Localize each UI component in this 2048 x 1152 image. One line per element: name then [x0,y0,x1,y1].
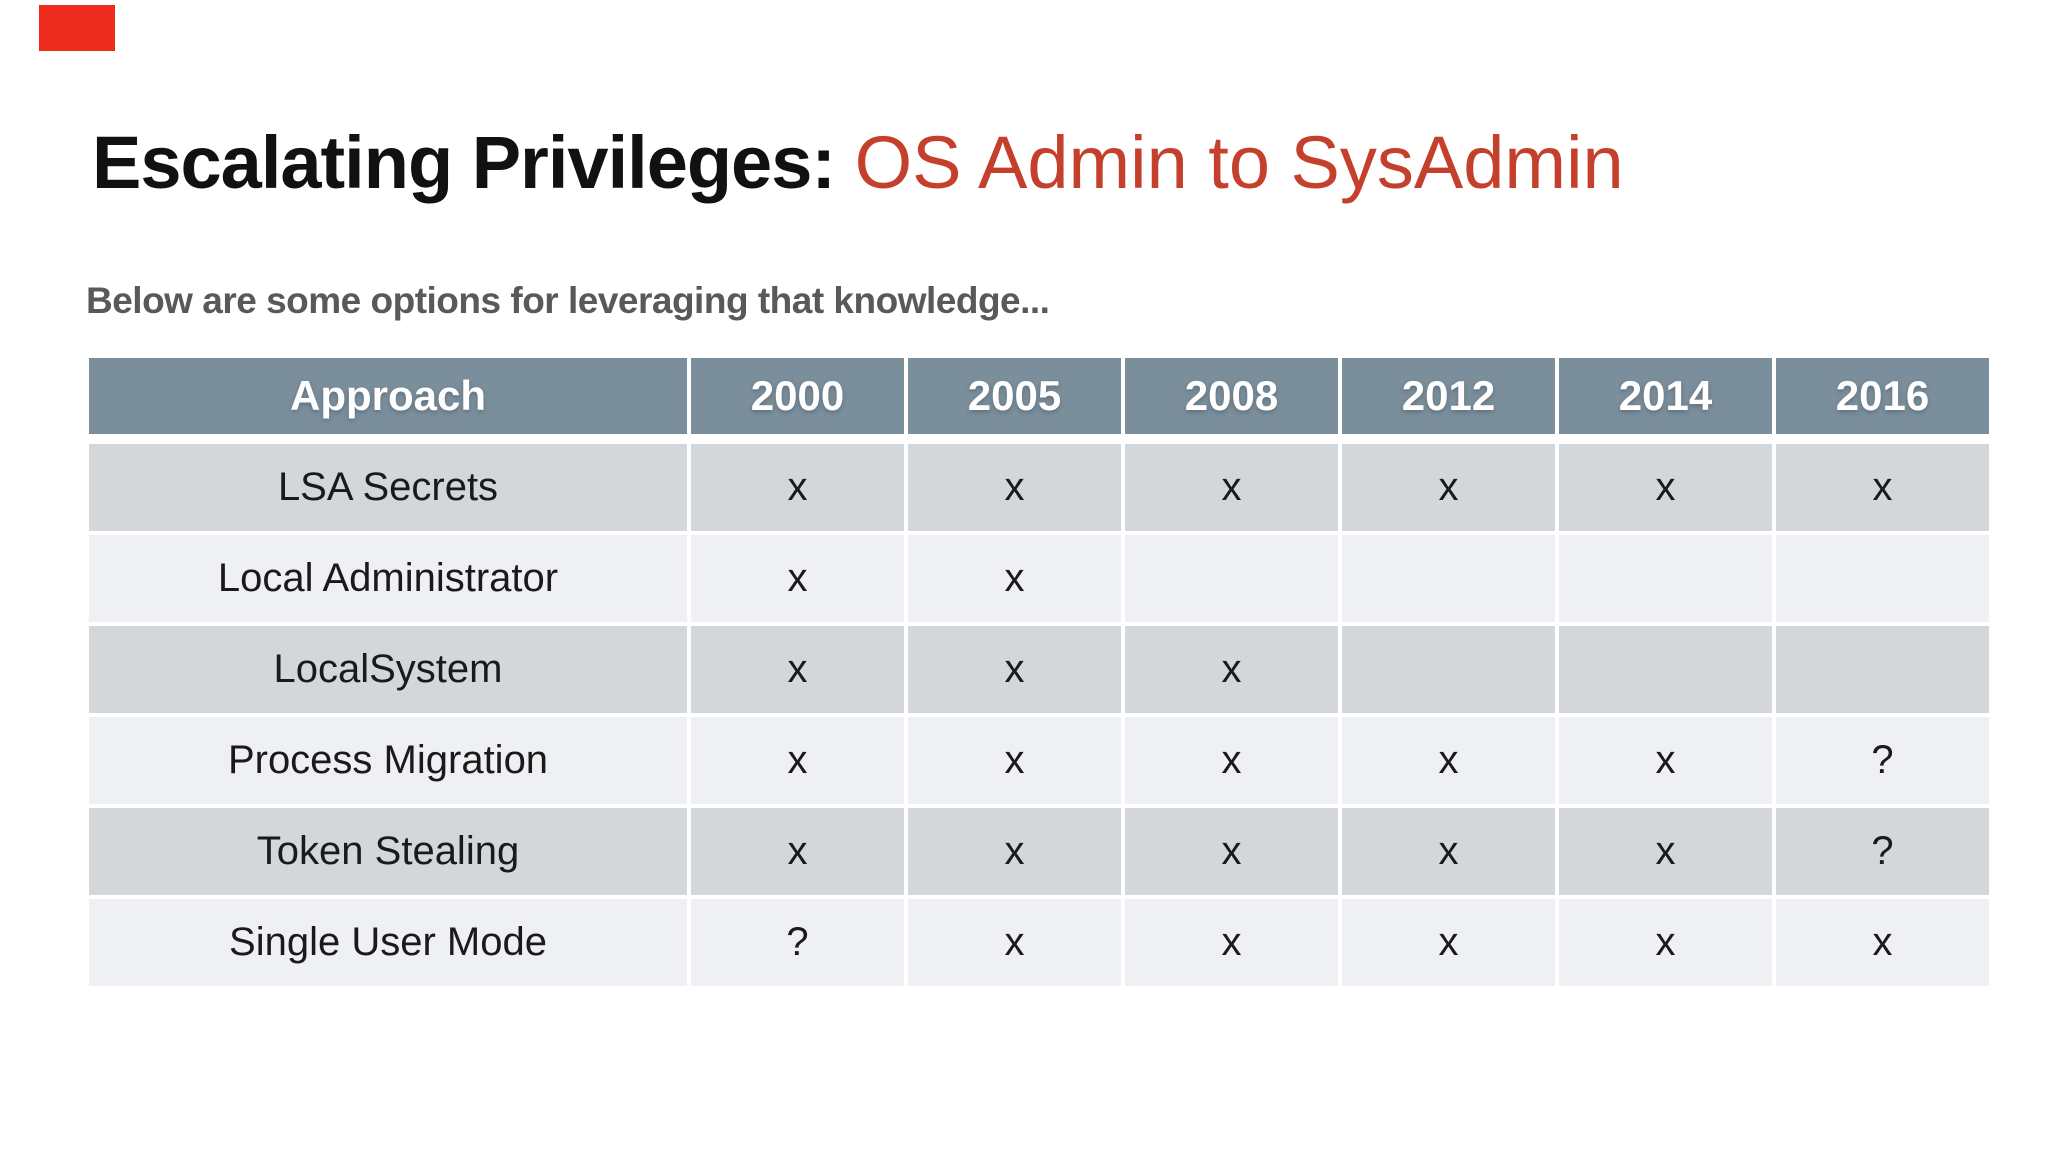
mark-cell: ? [1776,717,1989,804]
row-label-cell: Token Stealing [89,808,687,895]
mark-cell: x [1776,899,1989,986]
mark-cell: x [908,808,1121,895]
mark-cell: x [691,626,904,713]
table-body: LSA Secrets x x x x x x Local Administrator x x Lo… [89,444,1989,986]
mark-cell: x [1342,899,1555,986]
row-label-cell: Local Administrator [89,535,687,622]
mark-cell: x [1125,626,1338,713]
slide-title: Escalating Privileges: OS Admin to SysAd… [92,124,1624,202]
table-row: Process Migration x x x x x? [89,717,1989,804]
mark-cell: x [1125,717,1338,804]
red-corner-block [39,5,115,51]
mark-cell: x [1342,717,1555,804]
mark-cell: ? [1776,808,1989,895]
row-label-cell: LocalSystem [89,626,687,713]
mark-cell: x [908,626,1121,713]
column-header: 2016 [1776,358,1989,440]
mark-cell: x [1559,717,1772,804]
title-black-text: Escalating Privileges: [92,121,855,204]
mark-cell [1342,535,1555,622]
mark-cell: x [908,535,1121,622]
mark-cell: x [1559,899,1772,986]
column-header: 2014 [1559,358,1772,440]
row-label-cell: LSA Secrets [89,444,687,531]
slide-subtitle: Below are some options for leveraging th… [86,280,1050,321]
mark-cell: x [691,808,904,895]
mark-cell: x [1125,444,1338,531]
title-accent-text: OS Admin to SysAdmin [854,121,1624,204]
row-label-cell: Single User Mode [89,899,687,986]
approaches-table: Approach 2000 2005 2008 2012 2014 2016 LSA Sec… [85,354,1993,990]
mark-cell: x [1559,444,1772,531]
column-header: 2008 [1125,358,1338,440]
table-row: LSA Secrets x x x x x x [89,444,1989,531]
row-label-cell: Process Migration [89,717,687,804]
column-header: 2000 [691,358,904,440]
table-row: LocalSystem x x x [89,626,1989,713]
mark-cell: x [691,717,904,804]
mark-cell: x [1559,808,1772,895]
column-header: 2012 [1342,358,1555,440]
table-header: Approach 2000 2005 2008 2012 2014 2016 [89,358,1989,440]
mark-cell: ? [691,899,904,986]
mark-cell: x [908,899,1121,986]
mark-cell [1559,626,1772,713]
mark-cell [1125,535,1338,622]
mark-cell [1776,535,1989,622]
mark-cell: x [908,717,1121,804]
mark-cell [1776,626,1989,713]
column-header: Approach [89,358,687,440]
header-row: Approach 2000 2005 2008 2012 2014 2016 [89,358,1989,440]
mark-cell: x [691,444,904,531]
column-header: 2005 [908,358,1121,440]
mark-cell: x [1776,444,1989,531]
mark-cell: x [1342,444,1555,531]
table-row: Single User Mode? x x x x x [89,899,1989,986]
mark-cell: x [691,535,904,622]
table-row: Local Administrator x x [89,535,1989,622]
mark-cell [1559,535,1772,622]
table-container: Approach 2000 2005 2008 2012 2014 2016 LSA Sec… [85,354,1993,990]
mark-cell [1342,626,1555,713]
mark-cell: x [1125,899,1338,986]
mark-cell: x [1125,808,1338,895]
table-row: Token Stealing x x x x x? [89,808,1989,895]
mark-cell: x [908,444,1121,531]
mark-cell: x [1342,808,1555,895]
